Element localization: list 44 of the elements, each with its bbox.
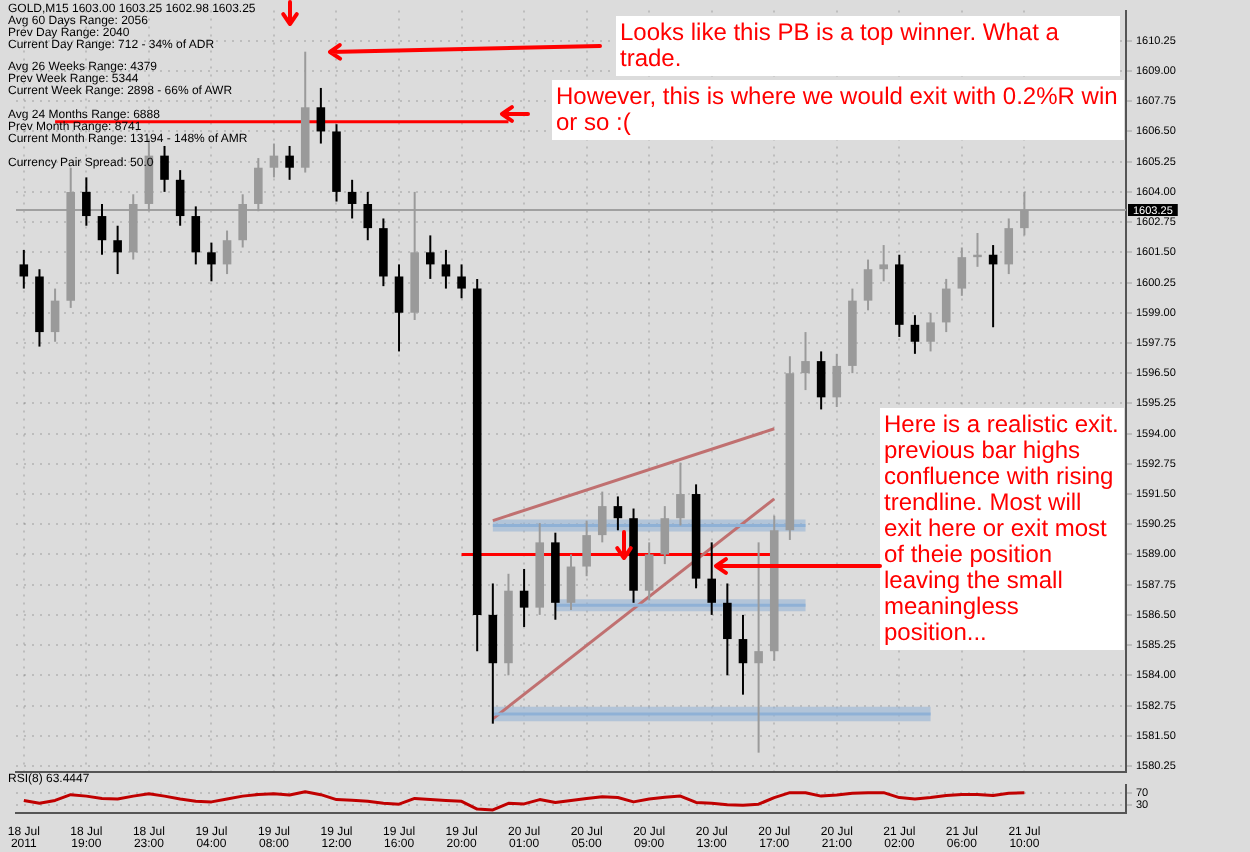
candlestick — [707, 541, 716, 616]
candlestick — [738, 613, 748, 696]
candlestick — [676, 461, 685, 527]
candlestick — [441, 248, 451, 290]
candlestick — [97, 202, 107, 256]
candlestick — [519, 567, 529, 628]
candlestick — [754, 541, 763, 754]
candlestick — [394, 263, 404, 353]
candlestick — [863, 258, 873, 312]
candlestick — [660, 505, 670, 566]
candlestick — [222, 229, 232, 276]
candlestick — [957, 246, 967, 297]
candlestick — [207, 241, 216, 283]
candlestick — [363, 190, 373, 242]
candlestick — [285, 144, 294, 181]
candlestick — [1004, 217, 1014, 276]
annotation: Looks like this PB is a top winner. What a trade. — [616, 16, 1120, 76]
candlestick — [723, 582, 732, 677]
candlestick — [457, 263, 466, 300]
candlestick — [113, 224, 122, 276]
candlestick — [426, 234, 435, 280]
candlestick — [316, 86, 326, 145]
candlestick — [644, 541, 654, 602]
candlestick — [801, 331, 810, 392]
candlestick — [269, 142, 279, 179]
candlestick — [597, 490, 607, 544]
candlestick — [582, 519, 591, 578]
candlestick — [347, 178, 357, 220]
candlestick — [613, 495, 623, 532]
candlestick — [175, 169, 185, 227]
candlestick — [926, 311, 935, 353]
candlestick — [910, 314, 920, 355]
candlestick — [191, 205, 201, 266]
text: Here is a realistic exit. previous bar highs confluence with rising trendline. Most will exit here or exit most of theie position leaving the small meaningless position... — [884, 410, 1119, 646]
candlestick — [160, 144, 169, 193]
candlestick — [941, 277, 951, 334]
annotation: However, this is where we would exit with 0.2%R win or so :( — [552, 80, 1124, 140]
candlestick — [832, 352, 842, 409]
candlestick — [50, 287, 60, 343]
candlestick — [82, 176, 91, 227]
candlestick — [566, 553, 576, 612]
candlestick — [816, 350, 826, 411]
candlestick — [879, 244, 888, 283]
candlestick — [19, 248, 29, 290]
